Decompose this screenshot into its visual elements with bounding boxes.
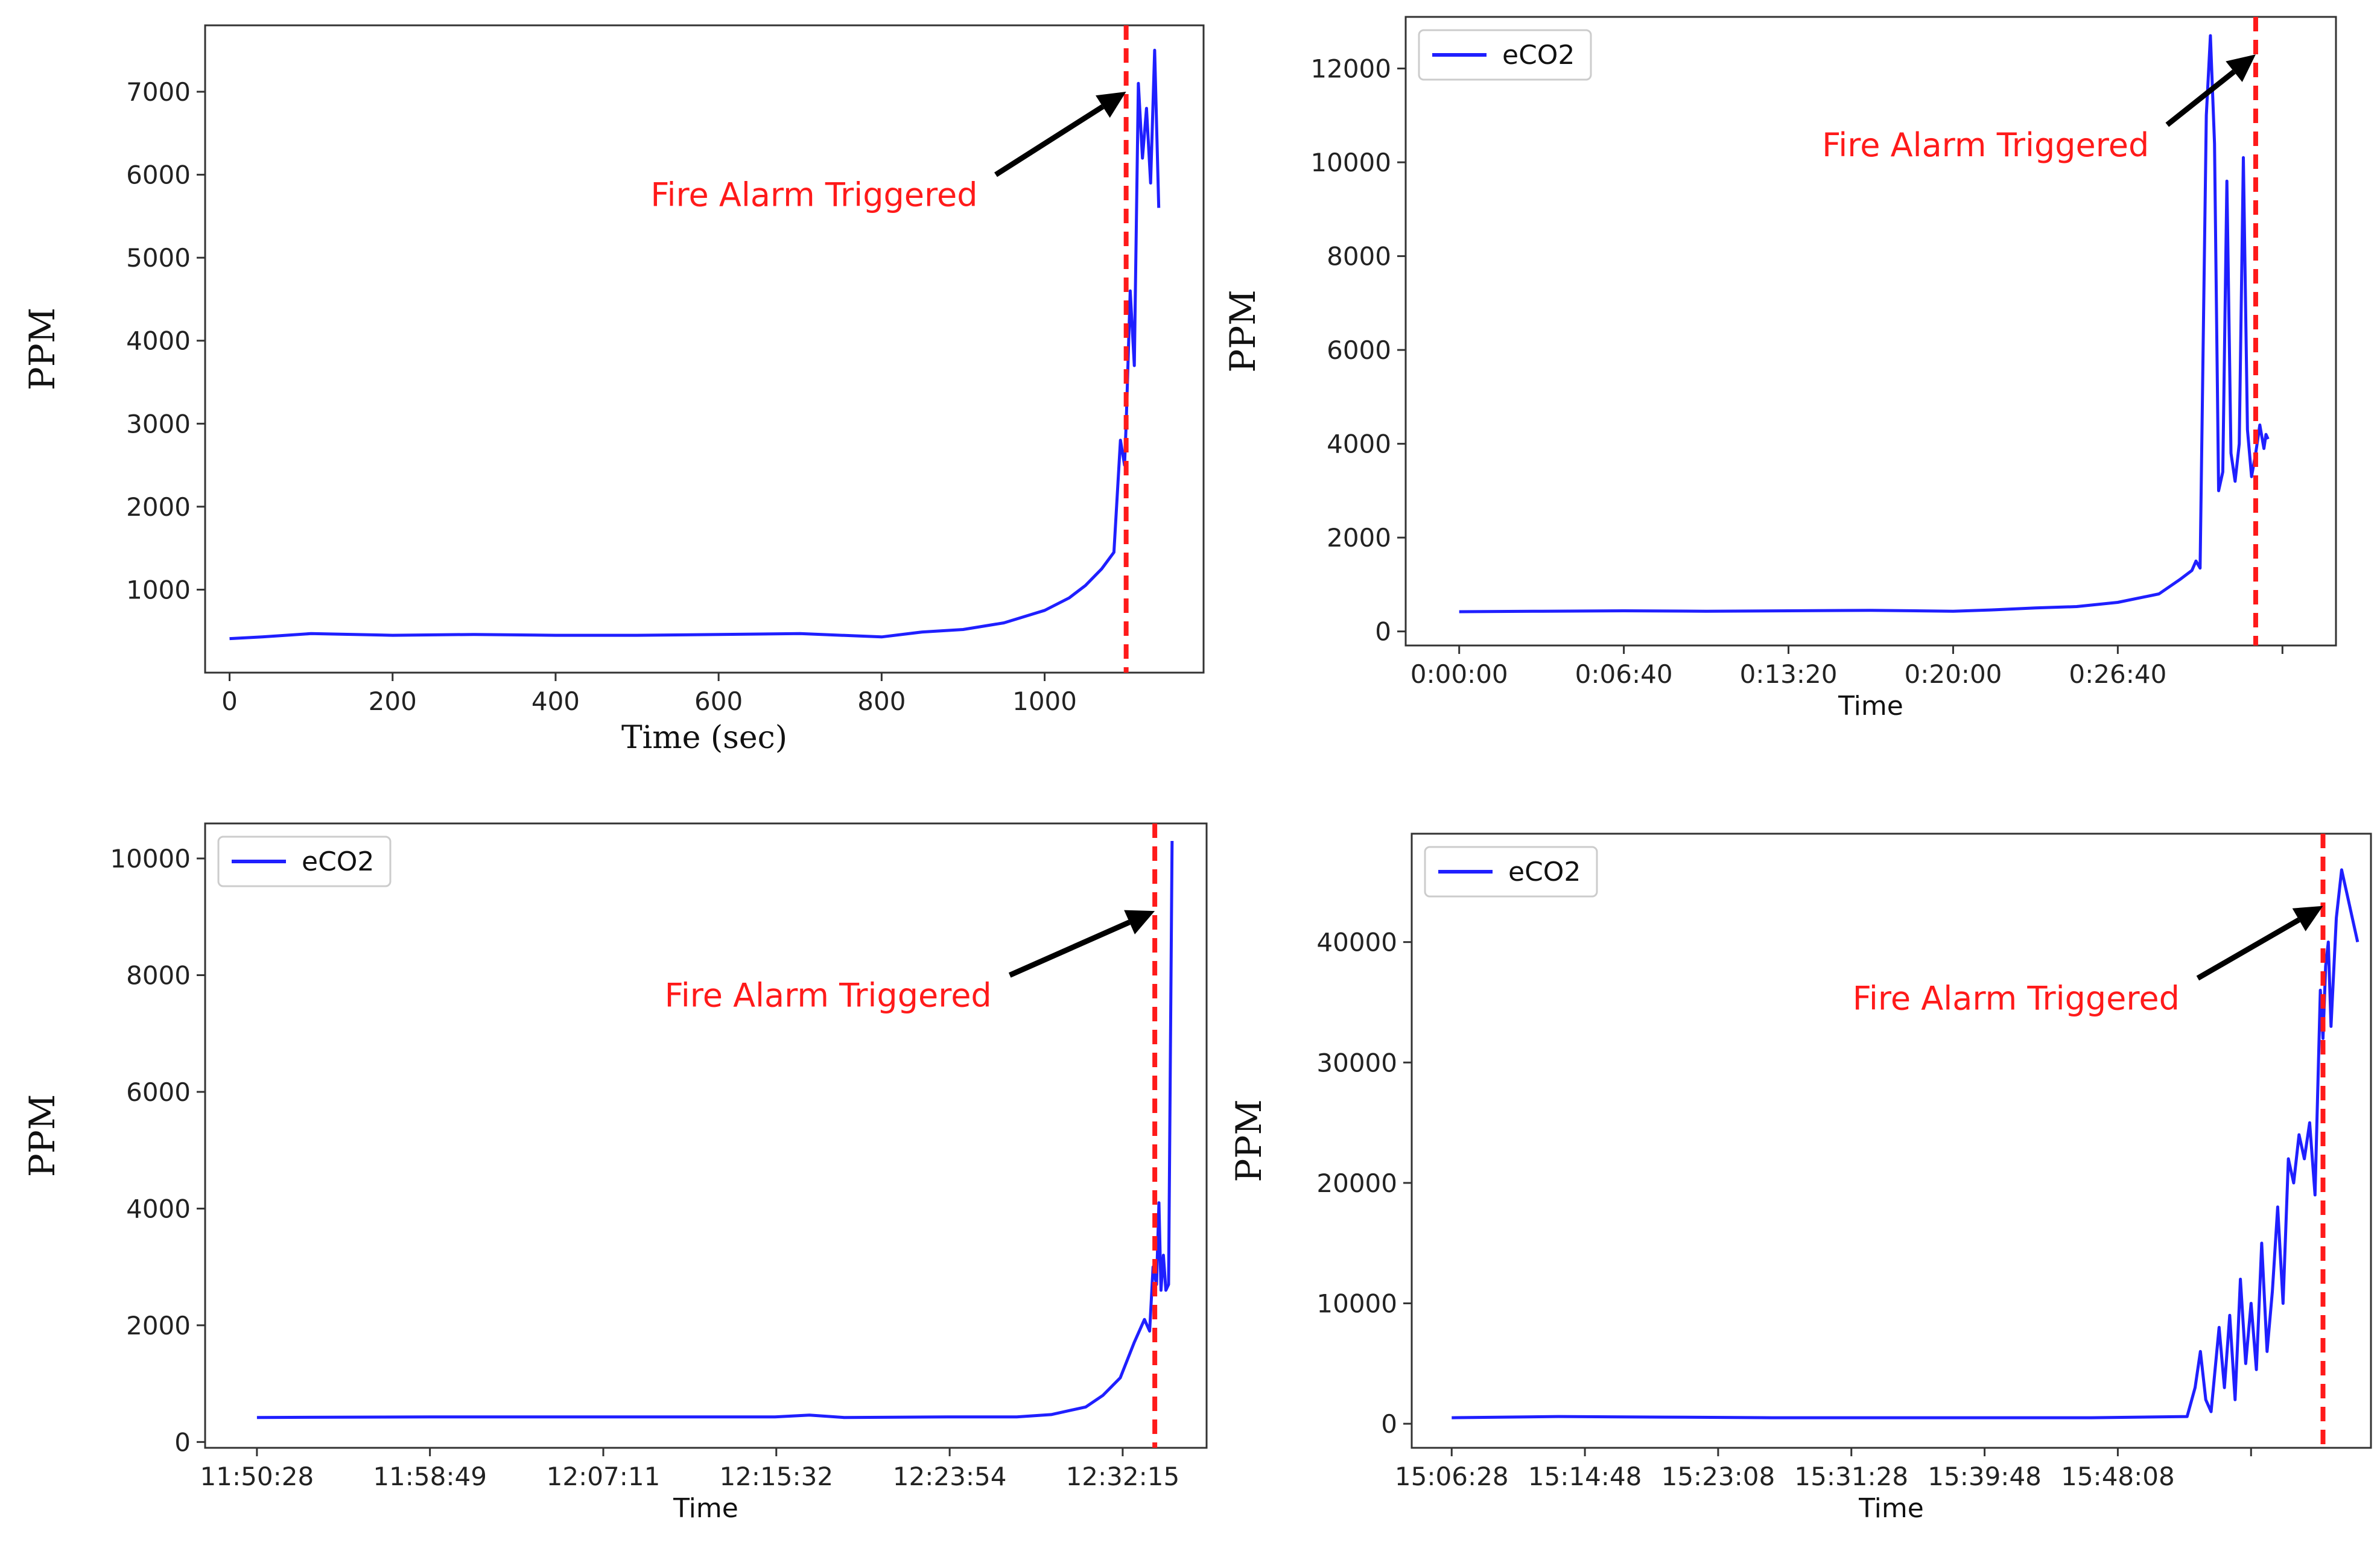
chart-svg: 1000 2000 3000 4000 5000 6000 7000 0 200 400 600 80… [22,24,1205,756]
y-tick-label: 10000 [1316,1289,1397,1318]
x-tick-label: 200 [369,687,417,716]
y-tick-label: 4000 [1327,430,1391,459]
plot-frame [1404,16,2337,647]
x-axis-label: Time [673,1493,738,1524]
series-line [1452,868,2359,1419]
x-tick-label: 15:31:28 [1794,1462,1908,1491]
x-tick-label: 0:00:00 [1411,659,1508,689]
series-line [1459,34,2270,614]
legend: eCO2 [1418,29,1592,81]
x-tick-label: 0:26:40 [2069,659,2166,689]
chart-svg: 0 2000 4000 6000 8000 10000 11:50:28 11:58:49 12… [22,822,1208,1524]
y-tick-label: 2000 [126,1311,191,1340]
x-tick-label: 0 [221,687,238,716]
y-tick-label: 40000 [1316,928,1397,957]
y-axis-label: PPM [1228,1099,1269,1182]
annotation-arrow [2196,917,2300,981]
series-line [256,840,1174,1419]
y-tick-label: 0 [174,1427,191,1457]
x-tick-label: 15:23:08 [1661,1462,1775,1491]
y-tick-label: 2000 [1327,523,1391,553]
y-tick-label: 30000 [1316,1048,1397,1077]
x-axis-label: Time (sec) [621,720,787,756]
x-tick-label: 12:07:11 [547,1462,661,1491]
chart-bottom-right: 0 10000 20000 30000 40000 15:06:28 15:14:48 15:… [1201,784,2380,1554]
annotation-arrow-head [1124,910,1155,934]
x-axis-label: Time [1858,1493,1924,1524]
x-tick-label: 15:48:08 [2061,1462,2175,1491]
y-tick-label: 4000 [126,1194,191,1223]
y-tick-label: 7000 [126,77,191,107]
annotation-arrow-head [2226,54,2256,83]
legend-label: eCO2 [1508,857,1581,887]
plot-frame [1411,832,2372,1449]
y-axis-label: PPM [22,308,63,390]
y-axis-label: PPM [1222,290,1263,372]
y-tick-label: 3000 [126,409,191,439]
annotation-arrow [1008,919,1131,978]
y-tick-label: 2000 [126,492,191,522]
x-tick-label: 1000 [1012,687,1077,716]
annotation-arrow [2165,69,2236,127]
annotation-arrow [994,104,1105,177]
legend-box [217,836,392,887]
chart-svg: 0 2000 4000 6000 8000 10000 12000 0:00:00 0:06:4… [1222,16,2337,722]
x-tick-label: 12:32:15 [1066,1462,1180,1491]
chart-bottom-left: 0 2000 4000 6000 8000 10000 11:50:28 11:58:49 12… [0,784,1208,1554]
x-tick-label: 15:39:48 [1928,1462,2042,1491]
annotation-text: Fire Alarm Triggered [1822,126,2149,164]
annotation-text: Fire Alarm Triggered [665,976,992,1014]
legend-box [1424,846,1598,898]
x-tick-label: 0:20:00 [1904,659,2002,689]
y-tick-label: 4000 [126,326,191,356]
x-tick-label: 11:50:28 [200,1462,314,1491]
plot-frame [204,822,1208,1449]
y-tick-label: 8000 [126,960,191,990]
x-axis-label: Time [1838,691,1903,722]
x-tick-label: 12:15:32 [719,1462,833,1491]
y-tick-label: 6000 [126,1077,191,1107]
x-tick-label: 15:06:28 [1395,1462,1509,1491]
x-tick-label: 11:58:49 [373,1462,487,1491]
legend: eCO2 [1424,846,1598,898]
plot-frame [204,24,1205,674]
annotation-text: Fire Alarm Triggered [1853,980,2180,1018]
x-tick-label: 0:13:20 [1740,659,1838,689]
y-tick-label: 0 [1381,1409,1397,1439]
y-tick-label: 20000 [1316,1169,1397,1198]
y-tick-label: 6000 [126,160,191,190]
x-tick-label: 12:23:54 [893,1462,1007,1491]
chart-top-left: 1000 2000 3000 4000 5000 6000 7000 0 200 400 600 80… [0,0,1205,784]
x-tick-label: 15:14:48 [1528,1462,1642,1491]
y-tick-label: 0 [1375,617,1391,647]
x-tick-label: 600 [694,687,743,716]
y-tick-label: 12000 [1310,54,1391,84]
legend: eCO2 [217,836,392,887]
chart-svg: 0 10000 20000 30000 40000 15:06:28 15:14:48 15:… [1228,832,2372,1524]
y-tick-label: 10000 [1310,148,1391,177]
annotation-arrow-head [2292,905,2323,931]
legend-label: eCO2 [1502,40,1575,71]
y-tick-label: 8000 [1327,242,1391,271]
series-line [229,48,1161,641]
x-tick-label: 0:06:40 [1575,659,1673,689]
y-tick-label: 5000 [126,243,191,273]
annotation-arrow-head [1096,92,1126,118]
y-tick-label: 6000 [1327,335,1391,365]
y-tick-label: 10000 [110,844,191,874]
y-tick-label: 1000 [126,575,191,604]
legend-box [1418,29,1592,81]
annotation-text: Fire Alarm Triggered [650,176,977,214]
chart-top-right: 0 2000 4000 6000 8000 10000 12000 0:00:00 0:06:4… [1201,0,2380,784]
legend-label: eCO2 [302,846,374,877]
x-tick-label: 800 [857,687,906,716]
x-tick-label: 400 [532,687,580,716]
y-axis-label: PPM [22,1094,63,1177]
